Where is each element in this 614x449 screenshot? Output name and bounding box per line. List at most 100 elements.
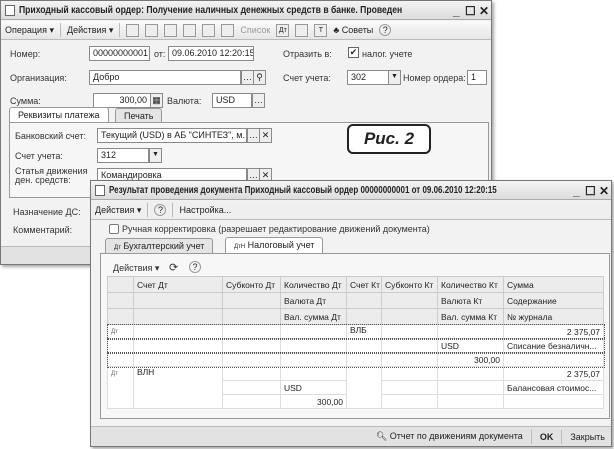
column-header[interactable]: Сумма: [503, 276, 604, 293]
column-header[interactable]: [346, 308, 382, 325]
column-header[interactable]: Субконто Кт: [381, 276, 438, 293]
comment-label: Комментарий:: [13, 225, 73, 235]
table-row[interactable]: USD Списание безналичн...: [106, 337, 605, 354]
column-header[interactable]: Вал. сумма Кт: [437, 308, 504, 325]
ok-button[interactable]: OK: [539, 431, 554, 442]
date-field[interactable]: 09.06.2010 12:20:15: [168, 46, 254, 61]
tab-tax[interactable]: ДтН Налоговый учет: [225, 237, 324, 253]
currency-dt-cell: [280, 338, 347, 353]
column-header[interactable]: [381, 292, 438, 309]
number-field[interactable]: 00000000001: [89, 46, 150, 61]
column-header[interactable]: [133, 308, 223, 325]
window-title: Приходный кассовый ордер: Получение нали…: [19, 5, 403, 16]
account-label: Счет учета:: [283, 73, 331, 83]
save-icon[interactable]: [126, 23, 140, 37]
acc2-label: Счет учета:: [15, 151, 63, 161]
minimize-button[interactable]: _: [453, 4, 460, 18]
result-help-icon[interactable]: ?: [154, 204, 167, 216]
inner-help-icon[interactable]: ?: [189, 261, 201, 273]
account-dt-cell: [133, 324, 223, 367]
write-icon[interactable]: [145, 23, 159, 37]
acc2-field[interactable]: 312: [97, 148, 149, 163]
table-row[interactable]: Дт ВЛН 2 375,07: [107, 366, 604, 409]
manual-correction-checkbox[interactable]: [109, 224, 119, 234]
refresh-icon[interactable]: ⟳: [169, 262, 179, 274]
column-header[interactable]: [107, 292, 134, 309]
sum-cell: 2 375,07: [503, 366, 604, 381]
column-header[interactable]: [346, 292, 382, 309]
result-actions-menu[interactable]: Действия ▾: [95, 204, 142, 215]
actions-menu[interactable]: Действия ▾: [66, 24, 114, 35]
val-sum-kt-cell: 300,00: [437, 352, 504, 367]
text-icon[interactable]: T: [314, 23, 328, 37]
list-button[interactable]: Список: [240, 25, 271, 35]
operation-menu[interactable]: Операция ▾: [5, 24, 54, 35]
advice-button[interactable]: ♣ Советы: [333, 25, 374, 35]
sum-field[interactable]: 300,00: [93, 93, 151, 108]
calculator-icon[interactable]: ▦: [150, 93, 163, 108]
column-header[interactable]: Содержание: [503, 292, 604, 309]
report-button[interactable]: 🔍︎ Отчет по движениям документа: [376, 431, 523, 442]
tab-accounting[interactable]: Дт Бухгалтерский учет: [105, 238, 214, 253]
table-row[interactable]: USD Балансовая стоимос...: [108, 380, 604, 395]
result-minimize-button[interactable]: _: [573, 184, 580, 198]
order-no-field[interactable]: 1: [467, 70, 487, 85]
maximize-button[interactable]: ☐: [465, 4, 476, 18]
document-icon: [5, 5, 15, 16]
column-header[interactable]: Количество Дт: [280, 276, 347, 293]
val-sum-dt-cell: [280, 352, 347, 367]
currency-select-button[interactable]: …: [252, 93, 265, 108]
table-row[interactable]: 300,00: [106, 351, 605, 368]
table-row[interactable]: 300,00: [108, 394, 604, 409]
unpost-icon[interactable]: [202, 23, 216, 37]
column-header[interactable]: Валюта Кт: [437, 292, 504, 309]
based-on-icon[interactable]: [221, 23, 235, 37]
bank-field[interactable]: Текущий (USD) в АБ "СИНТЕЗ", м. >: [97, 128, 247, 143]
result-maximize-button[interactable]: ☐: [585, 184, 596, 198]
account-kt-cell: ВЛБ: [346, 324, 382, 367]
dt-kt-icon[interactable]: Дт: [276, 23, 290, 37]
result-close-button[interactable]: ✕: [599, 184, 610, 198]
currency-dt-cell: USD: [280, 380, 347, 395]
close-dialog-button[interactable]: Закрыть: [570, 431, 605, 442]
bank-clear-icon[interactable]: ✕: [259, 128, 272, 143]
main-toolbar: Операция ▾ Действия ▾ Список Дт T ♣ Сове…: [1, 21, 491, 40]
column-header[interactable]: [107, 308, 134, 325]
close-button[interactable]: ✕: [479, 4, 490, 18]
subconto-kt-cell: [381, 394, 438, 409]
column-header[interactable]: Субконто Дт: [222, 276, 281, 293]
column-header[interactable]: [222, 308, 281, 325]
column-header[interactable]: Счет Дт: [133, 276, 223, 293]
column-header[interactable]: Счет Кт: [346, 276, 382, 293]
currency-kt-cell: [437, 380, 504, 395]
acc2-dropdown[interactable]: ▼: [149, 148, 162, 163]
post-icon[interactable]: [183, 23, 197, 37]
currency-field[interactable]: USD: [212, 93, 252, 108]
column-header[interactable]: № журнала: [503, 308, 604, 325]
sum-cell: 2 375,07: [503, 324, 604, 339]
column-header[interactable]: [381, 308, 438, 325]
column-header[interactable]: Количество Кт: [437, 276, 504, 293]
copy-icon[interactable]: [164, 23, 178, 37]
org-field[interactable]: Добро: [89, 70, 241, 85]
account-field[interactable]: 302: [347, 70, 389, 85]
column-header[interactable]: Валюта Дт: [280, 292, 347, 309]
tab-payment-details[interactable]: Реквизиты платежа: [9, 107, 109, 123]
report-magnifier-icon: 🔍︎: [375, 431, 388, 441]
manual-correction-label: Ручная корректировка (разрешает редактир…: [122, 224, 430, 234]
column-header[interactable]: [133, 292, 223, 309]
column-header[interactable]: Вал. сумма Дт: [280, 308, 347, 325]
subconto-dt-cell: [222, 338, 281, 353]
inner-actions-menu[interactable]: Действия ▾: [113, 263, 160, 273]
column-header[interactable]: [107, 276, 134, 293]
tab-print[interactable]: Печать: [115, 108, 163, 123]
journal-cell: [503, 394, 604, 409]
report-icon[interactable]: [295, 23, 309, 37]
table-row[interactable]: Дт ВЛБ 2 375,07: [106, 323, 605, 367]
tax-checkbox[interactable]: ✔: [348, 47, 359, 58]
column-header[interactable]: [222, 292, 281, 309]
org-search-icon[interactable]: ⚲: [253, 70, 266, 85]
account-dropdown[interactable]: ▼: [388, 70, 401, 85]
help-icon[interactable]: ?: [379, 24, 392, 36]
settings-button[interactable]: Настройка...: [179, 205, 232, 215]
